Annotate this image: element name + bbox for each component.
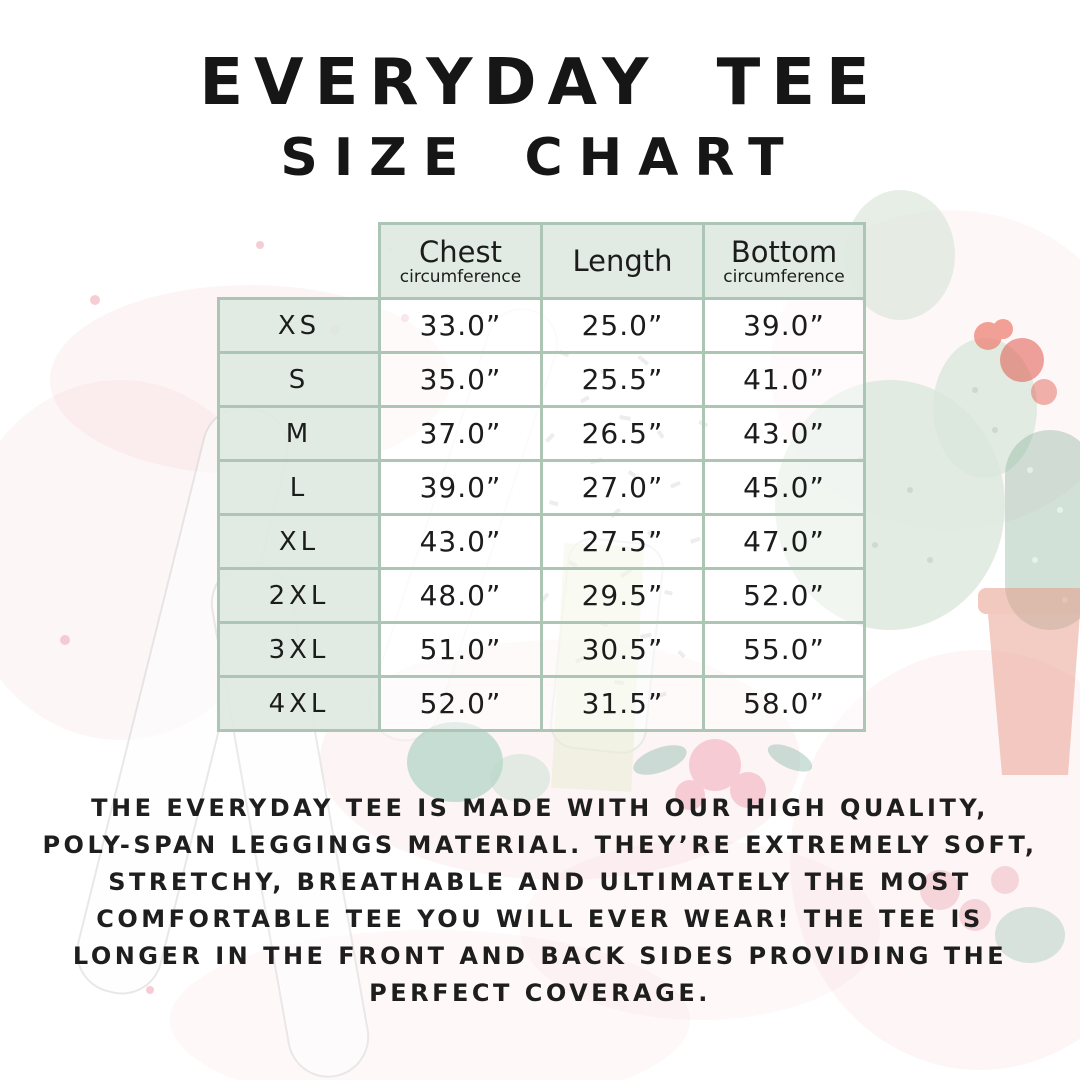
column-header-bottom: Bottom circumference bbox=[702, 222, 866, 300]
chest-value: 37.0” bbox=[378, 405, 543, 462]
bottom-value: 45.0” bbox=[702, 459, 866, 516]
bottom-value: 47.0” bbox=[702, 513, 866, 570]
bottom-value: 41.0” bbox=[702, 351, 866, 408]
chest-value: 35.0” bbox=[378, 351, 543, 408]
description-line: COMFORTABLE TEE YOU WILL EVER WEAR! THE … bbox=[96, 905, 984, 933]
pink-flower-icon bbox=[675, 739, 766, 810]
dark-cactus-watermark bbox=[1005, 430, 1080, 630]
length-value: 30.5” bbox=[540, 621, 705, 678]
bottom-value: 43.0” bbox=[702, 405, 866, 462]
length-value: 26.5” bbox=[540, 405, 705, 462]
chest-value: 43.0” bbox=[378, 513, 543, 570]
size-label: XS bbox=[217, 297, 381, 354]
red-flower-icon bbox=[1000, 338, 1057, 405]
size-label: 4XL bbox=[217, 675, 381, 732]
table-row-s: S 35.0” 25.5” 41.0” bbox=[217, 351, 866, 408]
size-label: XL bbox=[217, 513, 381, 570]
description-line: LONGER IN THE FRONT AND BACK SIDES PROVI… bbox=[72, 942, 1008, 970]
table-corner-blank bbox=[219, 224, 380, 299]
length-value: 27.5” bbox=[540, 513, 705, 570]
size-label: 2XL bbox=[217, 567, 381, 624]
description-line: PERFECT COVERAGE. bbox=[369, 979, 711, 1007]
size-label: M bbox=[217, 405, 381, 462]
column-header-length: Length bbox=[540, 222, 705, 300]
description-line: POLY-SPAN LEGGINGS MATERIAL. THEY’RE EXT… bbox=[42, 831, 1038, 859]
header-row: Chest circumference Length Bottom circum… bbox=[219, 222, 866, 300]
length-value: 31.5” bbox=[540, 675, 705, 732]
chest-value: 51.0” bbox=[378, 621, 543, 678]
bottom-value: 39.0” bbox=[702, 297, 866, 354]
page-subtitle: SIZE CHART bbox=[280, 128, 800, 188]
page-title-block: EVERYDAY TEE SIZE CHART bbox=[0, 46, 1080, 188]
description-line: STRETCHY, BREATHABLE AND ULTIMATELY THE … bbox=[108, 868, 972, 896]
table-row-3xl: 3XL 51.0” 30.5” 55.0” bbox=[217, 621, 866, 678]
length-value: 25.5” bbox=[540, 351, 705, 408]
table-row-2xl: 2XL 48.0” 29.5” 52.0” bbox=[217, 567, 866, 624]
size-label: S bbox=[217, 351, 381, 408]
table-row-l: L 39.0” 27.0” 45.0” bbox=[217, 459, 866, 516]
length-value: 29.5” bbox=[540, 567, 705, 624]
column-header-chest: Chest circumference bbox=[378, 222, 543, 300]
chest-value: 33.0” bbox=[378, 297, 543, 354]
chest-value: 39.0” bbox=[378, 459, 543, 516]
pot-watermark bbox=[978, 588, 1080, 775]
size-chart-table: Chest circumference Length Bottom circum… bbox=[217, 222, 866, 732]
table-row-4xl: 4XL 52.0” 31.5” 58.0” bbox=[217, 675, 866, 732]
chest-value: 48.0” bbox=[378, 567, 543, 624]
bottom-value: 52.0” bbox=[702, 567, 866, 624]
pink-flower-cluster bbox=[920, 866, 1019, 931]
chest-value: 52.0” bbox=[378, 675, 543, 732]
size-label: L bbox=[217, 459, 381, 516]
table-row-xs: XS 33.0” 25.0” 39.0” bbox=[217, 297, 866, 354]
description-line: THE EVERYDAY TEE IS MADE WITH OUR HIGH Q… bbox=[91, 794, 989, 822]
table-row-m: M 37.0” 26.5” 43.0” bbox=[217, 405, 866, 462]
size-label: 3XL bbox=[217, 621, 381, 678]
bottom-value: 58.0” bbox=[702, 675, 866, 732]
length-value: 25.0” bbox=[540, 297, 705, 354]
description: THE EVERYDAY TEE IS MADE WITH OUR HIGH Q… bbox=[38, 790, 1042, 1012]
cactus-flower-icon bbox=[974, 319, 1013, 350]
bottom-value: 55.0” bbox=[702, 621, 866, 678]
table-row-xl: XL 43.0” 27.5” 47.0” bbox=[217, 513, 866, 570]
page-title: EVERYDAY TEE bbox=[199, 46, 881, 120]
length-value: 27.0” bbox=[540, 459, 705, 516]
